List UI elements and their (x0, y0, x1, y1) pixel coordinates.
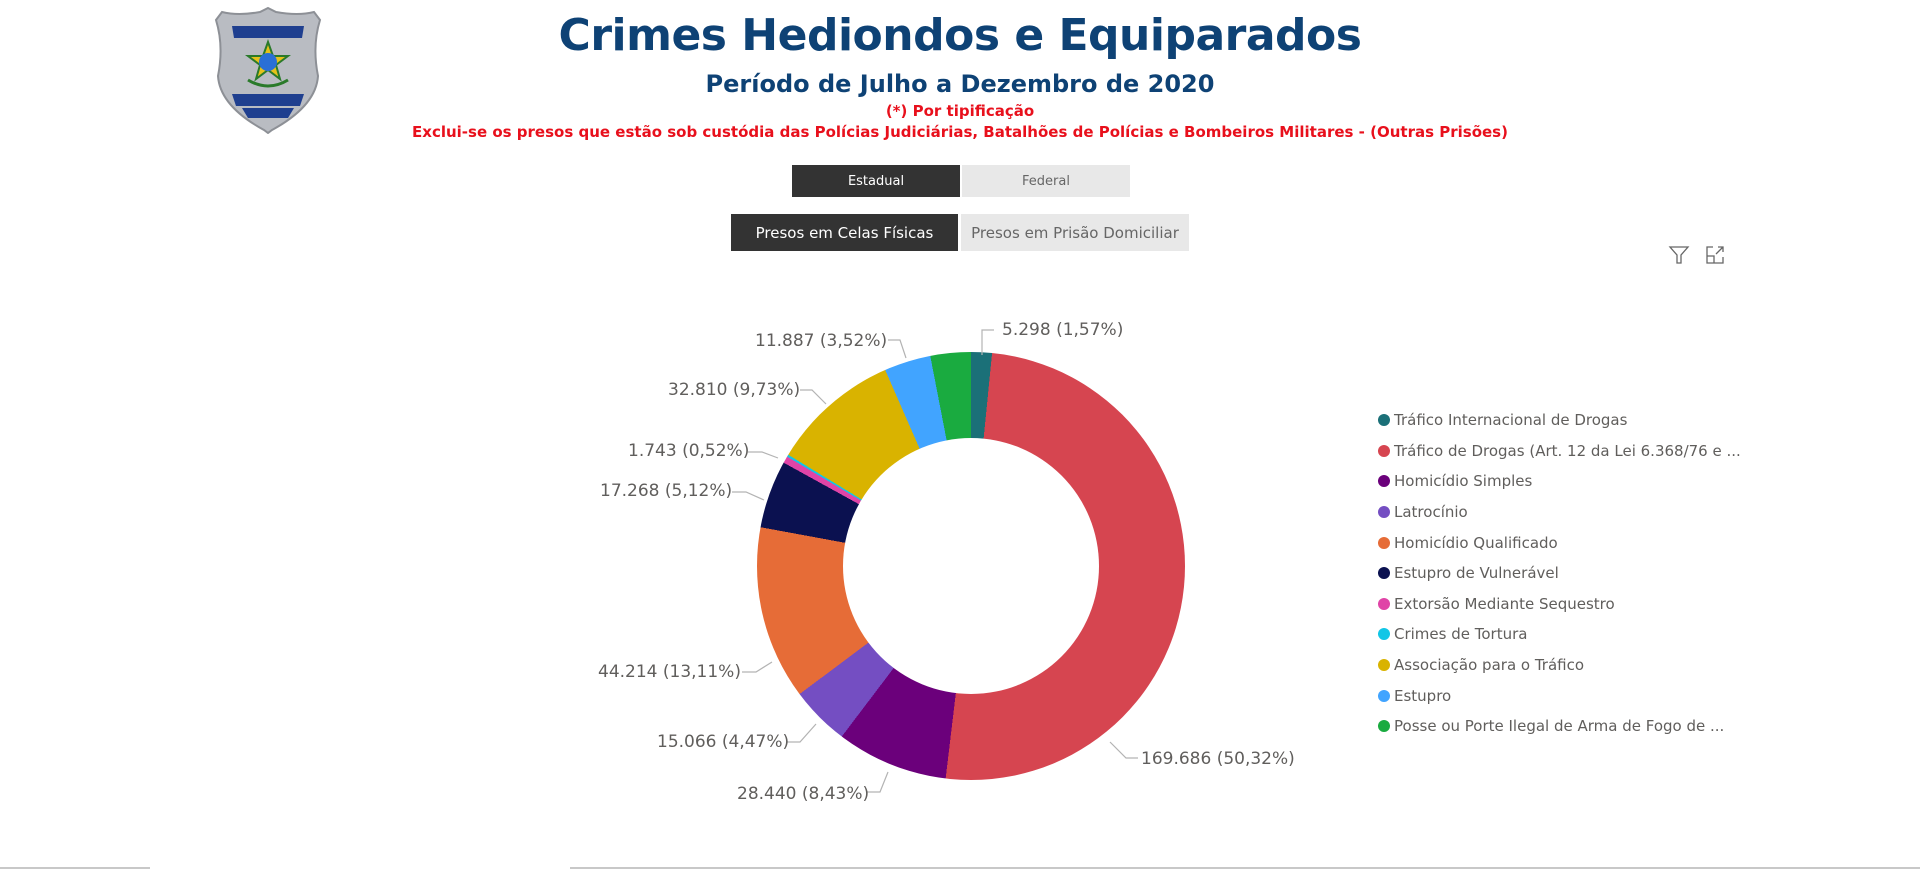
legend-item[interactable]: Estupro (1378, 680, 1741, 711)
data-label-estupro: 11.887 (3,52%) (755, 331, 888, 351)
page-scrollbar-track[interactable] (570, 867, 1920, 869)
page-scrollbar-segment[interactable] (0, 867, 150, 869)
legend-dot-icon (1378, 628, 1390, 641)
legend-dot-icon (1378, 567, 1390, 580)
legend-dot-icon (1378, 506, 1390, 519)
legend-item[interactable]: Associação para o Tráfico (1378, 650, 1741, 681)
depen-logo-badge (214, 6, 322, 134)
legend-dot-icon (1378, 689, 1390, 702)
legend-dot-icon (1378, 720, 1390, 733)
data-label-homicidio-simples: 28.440 (8,43%) (737, 784, 870, 804)
note-exclusion: Exclui-se os presos que estão sob custód… (412, 123, 1508, 141)
data-label-trafico-drogas: 169.686 (50,32%) (1141, 749, 1295, 769)
data-label-estupro-vulneravel: 17.268 (5,12%) (600, 481, 733, 501)
data-label-homicidio-qualificado: 44.214 (13,11%) (598, 662, 741, 682)
page-subtitle: Período de Julho a Dezembro de 2020 (705, 70, 1215, 98)
note-tipificacao: (*) Por tipificação (885, 102, 1035, 120)
legend-dot-icon (1378, 536, 1390, 549)
legend-item[interactable]: Tráfico Internacional de Drogas (1378, 405, 1741, 436)
legend-dot-icon (1378, 597, 1390, 610)
data-label-extorsao: 1.743 (0,52%) (628, 441, 750, 461)
sphere-slicer: Estadual Federal (792, 165, 1130, 197)
legend-item[interactable]: Latrocínio (1378, 497, 1741, 528)
legend-dot-icon (1378, 659, 1390, 672)
legend-item[interactable]: Tráfico de Drogas (Art. 12 da Lei 6.368/… (1378, 436, 1741, 467)
legend-item[interactable]: Homicídio Simples (1378, 466, 1741, 497)
legend-item[interactable]: Crimes de Tortura (1378, 619, 1741, 650)
donut-hole (843, 438, 1099, 694)
chart-legend: Tráfico Internacional de Drogas Tráfico … (1378, 405, 1741, 742)
data-label-latrocinio: 15.066 (4,47%) (657, 732, 790, 752)
legend-item[interactable]: Extorsão Mediante Sequestro (1378, 589, 1741, 620)
legend-dot-icon (1378, 414, 1390, 427)
page-title: Crimes Hediondos e Equiparados (558, 10, 1362, 61)
legend-item[interactable]: Posse ou Porte Ilegal de Arma de Fogo de… (1378, 711, 1741, 742)
legend-dot-icon (1378, 475, 1390, 488)
legend-dot-icon (1378, 444, 1390, 457)
slicer-option-federal[interactable]: Federal (962, 165, 1130, 197)
legend-item[interactable]: Homicídio Qualificado (1378, 527, 1741, 558)
slicer-option-celas-fisicas[interactable]: Presos em Celas Físicas (731, 214, 958, 251)
slicer-option-estadual[interactable]: Estadual (792, 165, 960, 197)
focus-mode-icon[interactable] (1704, 244, 1726, 266)
legend-item[interactable]: Estupro de Vulnerável (1378, 558, 1741, 589)
visual-header (1668, 244, 1726, 266)
filter-icon[interactable] (1668, 244, 1690, 266)
slicer-option-prisao-domiciliar[interactable]: Presos em Prisão Domiciliar (961, 214, 1189, 251)
data-label-associacao-trafico: 32.810 (9,73%) (668, 380, 801, 400)
custody-slicer: Presos em Celas Físicas Presos em Prisão… (731, 214, 1189, 251)
data-label-trafico-internacional: 5.298 (1,57%) (1002, 320, 1124, 340)
